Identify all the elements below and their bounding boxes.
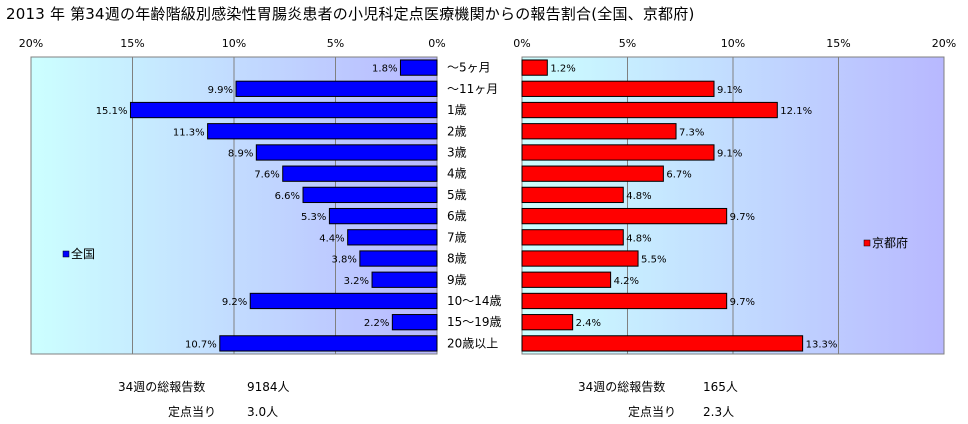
left-bar: [347, 229, 438, 246]
category-label: ～5ヶ月: [447, 61, 491, 75]
right-bar-data-label: 2.4%: [576, 318, 601, 329]
category-label: 4歳: [447, 167, 467, 181]
left-bar-data-label: 3.2%: [344, 276, 369, 287]
right-bar: [521, 186, 624, 204]
category-label: 8歳: [447, 252, 467, 266]
left-per-label: 定点当り: [168, 405, 217, 419]
right-bar: [521, 80, 715, 97]
left-bar-data-label: 9.9%: [208, 85, 233, 96]
left-bar: [255, 144, 438, 161]
left-bar: [302, 186, 438, 204]
left-bar: [207, 123, 438, 140]
category-label: 6歳: [447, 209, 467, 223]
left-legend-swatch: [62, 250, 70, 258]
right-bar: [521, 314, 574, 331]
right-total-label: 34週の総報告数: [578, 380, 666, 394]
left-bar-data-label: 11.3%: [173, 127, 205, 138]
right-bar-data-label: 13.3%: [806, 339, 838, 350]
category-label: ～11ヶ月: [447, 82, 498, 96]
left-bar-data-label: 1.8%: [372, 64, 397, 75]
right-bar-data-label: 9.1%: [717, 148, 742, 159]
left-x-tick-label: 10%: [222, 37, 246, 50]
left-bar-data-label: 9.2%: [222, 297, 247, 308]
right-bar-data-label: 7.3%: [679, 127, 704, 138]
right-x-tick-label: 0%: [513, 37, 530, 50]
left-bar-data-label: 15.1%: [96, 106, 128, 117]
right-bar-data-label: 9.7%: [730, 297, 755, 308]
category-label: 10～14歳: [447, 294, 502, 308]
category-label: 20歳以上: [447, 336, 498, 350]
left-x-tick-label: 0%: [428, 37, 445, 50]
category-label: 15～19歳: [447, 315, 502, 329]
left-bar: [235, 80, 438, 97]
left-bar: [328, 207, 438, 225]
right-bar-data-label: 4.8%: [626, 191, 651, 202]
category-labels: ～5ヶ月 ～11ヶ月 1歳 2歳 3歳 4歳 5歳 6歳 7歳 8歳 9歳 10～14歳 15～19歳 2…: [447, 61, 502, 351]
right-legend-label: 京都府: [872, 235, 908, 250]
right-bar: [521, 207, 728, 225]
right-bar: [521, 229, 624, 246]
right-bar-data-label: 6.7%: [666, 170, 691, 181]
right-bar-data-label: 9.1%: [717, 85, 742, 96]
right-bar-data-label: 12.1%: [780, 106, 812, 117]
category-label: 9歳: [447, 273, 467, 287]
right-bar: [521, 165, 664, 182]
left-per-value: 3.0人: [247, 405, 279, 419]
left-bar-data-label: 8.9%: [228, 148, 253, 159]
right-bar-data-label: 4.8%: [626, 233, 651, 244]
right-bar: [521, 335, 804, 352]
left-bar-data-label: 7.6%: [254, 170, 279, 181]
left-bar: [282, 165, 438, 182]
right-bar: [521, 101, 778, 119]
left-bar-data-label: 3.8%: [331, 255, 356, 266]
right-legend-swatch: [863, 239, 871, 247]
right-bar-data-label: 4.2%: [614, 276, 639, 287]
left-total-value: 9184人: [247, 380, 290, 394]
left-bar: [391, 314, 438, 331]
left-bar: [359, 250, 438, 267]
left-total-label: 34週の総報告数: [118, 380, 206, 394]
left-bar-data-label: 5.3%: [301, 212, 326, 223]
left-bar: [249, 292, 438, 310]
right-x-tick-label: 5%: [619, 37, 636, 50]
right-plot-area: 0% 5% 10% 15% 20% 1.2% 9.1% 12.1% 7.3% 9.1% 6.7% 4.…: [513, 37, 956, 355]
category-label: 5歳: [447, 188, 467, 202]
left-bar-data-label: 10.7%: [185, 339, 217, 350]
right-bar-data-label: 5.5%: [641, 255, 666, 266]
left-legend-label: 全国: [71, 246, 95, 261]
left-bar: [219, 335, 438, 352]
right-bar-data-label: 9.7%: [730, 212, 755, 223]
right-per-label: 定点当り: [628, 405, 677, 419]
left-bar: [129, 101, 438, 119]
right-x-tick-label: 15%: [826, 37, 850, 50]
right-bar: [521, 123, 677, 140]
right-x-tick-label: 20%: [932, 37, 956, 50]
left-bar-data-label: 6.6%: [275, 191, 300, 202]
left-bar: [371, 271, 438, 288]
right-bar-data-label: 1.2%: [550, 64, 575, 75]
category-label: 2歳: [447, 124, 467, 138]
left-bar-data-label: 4.4%: [319, 233, 344, 244]
right-total-value: 165人: [703, 380, 738, 394]
right-x-tick-label: 10%: [721, 37, 745, 50]
left-plot-area: 0% 5% 10% 15% 20% 1.8% 9.9% 15.1% 11.3% 8.9%7.6% 6…: [19, 37, 446, 355]
right-bar: [521, 271, 612, 288]
right-bar: [521, 59, 548, 76]
category-label: 3歳: [447, 145, 467, 159]
category-label: 7歳: [447, 230, 467, 244]
right-bar: [521, 144, 715, 161]
chart-title: 2013 年 第34週の年齢階級別感染性胃腸炎患者の小児科定点医療機関からの報告…: [6, 5, 695, 23]
left-x-tick-label: 5%: [327, 37, 344, 50]
category-label: 1歳: [447, 103, 467, 117]
left-x-tick-label: 20%: [19, 37, 43, 50]
right-bar: [521, 292, 728, 310]
left-bar: [399, 59, 438, 76]
right-bar: [521, 250, 639, 267]
left-x-tick-label: 15%: [120, 37, 144, 50]
right-per-value: 2.3人: [703, 405, 735, 419]
left-bar-data-label: 2.2%: [364, 318, 389, 329]
